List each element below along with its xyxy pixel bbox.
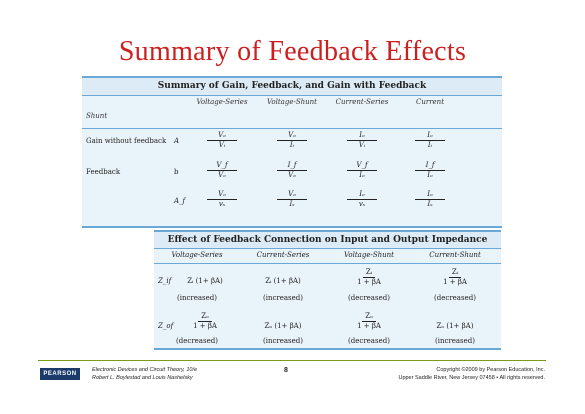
effect-note: (decreased) (348, 337, 390, 345)
impedance-formula: Zᵢ 1 + βA (357, 268, 381, 286)
feedback-formula: I_f Vₒ (277, 161, 307, 180)
column-header: Voltage-Shunt (344, 251, 394, 259)
gain-formula: Vₒ Vᵢ (207, 131, 237, 150)
column-header: Current-Shunt (429, 251, 481, 259)
gain-formula: Iₒ Iᵢ (415, 131, 445, 150)
impedance-table: Effect of Feedback Connection on Input a… (154, 230, 501, 350)
column-header: Voltage-Series (196, 98, 248, 106)
column-header: Current-Series (256, 251, 310, 259)
shunt-label: Shunt (86, 112, 108, 120)
effect-note: (decreased) (434, 294, 476, 302)
address: Upper Saddle River, New Jersey 07458 • A… (398, 375, 545, 381)
gain-feedback-table: Summary of Gain, Feedback, and Gain with… (82, 76, 502, 228)
row-label: Gain without feedback (86, 137, 167, 145)
feedback-formula: V_f Iₒ (347, 161, 377, 180)
effect-note: (increased) (176, 294, 217, 302)
book-title: Electronic Devices and Circuit Theory, 1… (92, 367, 198, 373)
copyright: Copyright ©2009 by Pearson Education, In… (436, 367, 545, 373)
table-caption: Summary of Gain, Feedback, and Gain with… (82, 76, 502, 96)
slide-title: Summary of Feedback Effects (118, 36, 467, 67)
book-credit: Electronic Devices and Circuit Theory, 1… (92, 366, 197, 382)
divider (82, 128, 502, 129)
impedance-formula: Zᵢ 1 + βA (443, 268, 467, 286)
footer-divider (38, 360, 546, 361)
effect-note: (increased) (262, 294, 303, 302)
page-number: 8 (284, 367, 288, 374)
gain-formula: Vₒ Iᵢ (277, 131, 307, 150)
table-caption: Effect of Feedback Connection on Input a… (154, 230, 501, 249)
divider (82, 226, 502, 228)
pearson-logo: PEARSON (40, 368, 80, 380)
effect-note: (decreased) (176, 337, 218, 345)
effect-note: (increased) (262, 337, 303, 345)
row-symbol: A (174, 137, 180, 145)
effect-note: (increased) (434, 337, 475, 345)
row-symbol: b (174, 168, 179, 176)
gain-formula: Iₒ Vᵢ (347, 131, 377, 150)
closed-loop-gain-formula: Vₒ vₛ (207, 190, 237, 209)
impedance-formula: Zₒ 1 + βA (193, 312, 217, 330)
impedance-formula: Zᵢ (1+ βA) (265, 277, 301, 285)
column-header: Voltage-Series (171, 251, 223, 259)
closed-loop-gain-formula: Vₒ Iₛ (277, 190, 307, 209)
copyright-block: Copyright ©2009 by Pearson Education, In… (398, 366, 545, 382)
impedance-formula: Zₒ 1 + βA (357, 312, 381, 330)
closed-loop-gain-formula: Iₒ Iₛ (415, 190, 445, 209)
impedance-formula: Zₒ (1+ βA) (264, 322, 302, 330)
row-label: Feedback (86, 168, 121, 176)
row-symbol: A_f (174, 197, 186, 205)
divider (154, 263, 501, 264)
book-authors: Robert L. Boylestad and Louis Nashelsky (92, 375, 193, 381)
row-label: Z_of (158, 322, 174, 330)
feedback-formula: V_f Vₒ (207, 161, 237, 180)
row-label: Z_if (158, 277, 172, 285)
closed-loop-gain-formula: Iₒ vₛ (347, 190, 377, 209)
feedback-formula: I_f Iₒ (415, 161, 445, 180)
effect-note: (decreased) (348, 294, 390, 302)
impedance-formula: Zᵢ (1+ βA) (187, 277, 223, 285)
column-header: Current-Series (335, 98, 389, 106)
column-header: Current (415, 98, 445, 106)
impedance-formula: Zₒ (1+ βA) (436, 322, 474, 330)
divider (154, 348, 501, 350)
column-header: Voltage-Shunt (267, 98, 317, 106)
